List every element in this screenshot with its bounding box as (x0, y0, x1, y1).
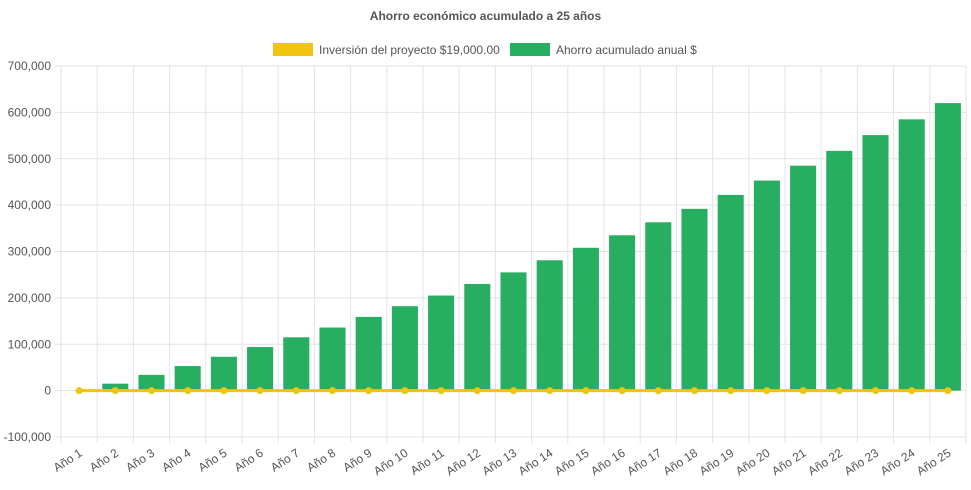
y-tick-label: 300,000 (8, 245, 52, 259)
line-point (256, 387, 264, 395)
x-tick-label: Año 6 (232, 446, 266, 475)
line-series (75, 387, 952, 395)
x-tick-label: Año 19 (697, 446, 737, 479)
bar (790, 165, 817, 391)
chart-grid (55, 65, 967, 443)
line-point (691, 387, 698, 395)
x-tick-label: Año 21 (769, 446, 809, 479)
x-tick-label: Año 18 (661, 446, 701, 479)
line-point (835, 387, 843, 395)
y-tick-label: 600,000 (8, 105, 52, 119)
y-tick-label: 400,000 (8, 198, 52, 212)
line-point (365, 387, 373, 395)
line-point (111, 387, 119, 395)
line-point (220, 387, 228, 395)
bar (753, 180, 780, 391)
line-point (75, 387, 83, 395)
y-tick-label: 100,000 (8, 337, 52, 351)
x-tick-label: Año 3 (123, 446, 157, 475)
line-point (654, 387, 662, 395)
line-point (329, 387, 336, 395)
line-point (292, 387, 300, 395)
line-point (944, 387, 952, 395)
bar (464, 283, 491, 391)
x-tick-label: Año 13 (480, 446, 520, 479)
line-point (546, 387, 554, 395)
legend-label: Ahorro acumulado anual $ (556, 43, 697, 57)
bar (645, 222, 672, 391)
y-tick-label: 200,000 (8, 291, 52, 305)
x-tick-label: Año 15 (552, 446, 592, 479)
line-point (510, 387, 517, 395)
x-tick-label: Año 9 (340, 446, 374, 475)
x-tick-label: Año 5 (196, 446, 230, 475)
x-tick-label: Año 16 (588, 446, 628, 479)
y-tick-label: -100,000 (4, 430, 52, 444)
x-tick-label: Año 24 (878, 446, 918, 479)
legend-swatch (273, 43, 313, 56)
chart-legend: Inversión del proyecto $19,000.00 Ahorro … (273, 43, 697, 57)
x-tick-label: Año 8 (304, 446, 338, 475)
y-tick-label: 700,000 (8, 59, 52, 73)
bar (355, 316, 382, 391)
x-axis: Año 1 Año 2 Año 3 Año 4 Año 5 Año 6 Año 7 Año 8… (51, 446, 954, 479)
line-point (799, 387, 807, 395)
bar (717, 194, 744, 391)
line-point (401, 387, 409, 395)
bar (826, 150, 853, 391)
line-point (437, 387, 445, 395)
y-axis: 700,000 600,000 500,000 400,000 300,000 200,0… (4, 59, 52, 444)
x-tick-label: Año 2 (87, 446, 121, 475)
x-tick-label: Año 14 (516, 446, 556, 479)
bar (898, 119, 925, 391)
bar (428, 295, 455, 391)
bar (681, 208, 708, 391)
bar (138, 374, 165, 391)
bar (862, 135, 889, 391)
chart-title: Ahorro económico acumulado a 25 años (370, 9, 602, 23)
x-tick-label: Año 20 (733, 446, 773, 479)
y-tick-label: 500,000 (8, 152, 52, 166)
bar (283, 337, 310, 391)
bar (319, 327, 346, 391)
bar (609, 235, 636, 391)
line-point (872, 387, 879, 395)
line-point (148, 387, 155, 395)
bar (536, 260, 563, 391)
line-point (473, 387, 481, 395)
bar (500, 272, 527, 391)
bar-series (102, 103, 961, 391)
x-tick-label: Año 1 (51, 446, 85, 475)
x-tick-label: Año 23 (842, 446, 882, 479)
bar (934, 103, 961, 391)
x-tick-label: Año 7 (268, 446, 302, 475)
line-point (727, 387, 735, 395)
x-tick-label: Año 12 (443, 446, 483, 479)
x-tick-label: Año 11 (408, 446, 447, 478)
bar (572, 247, 599, 391)
line-point (908, 387, 916, 395)
bar (247, 347, 274, 391)
line-point (618, 387, 626, 395)
x-tick-label: Año 17 (624, 446, 664, 479)
bar (391, 306, 418, 391)
x-tick-label: Año 25 (914, 446, 954, 479)
x-tick-label: Año 22 (805, 446, 845, 479)
line-point (582, 387, 590, 395)
line-point (184, 387, 192, 395)
bar (210, 356, 237, 391)
x-tick-label: Año 4 (159, 446, 193, 475)
y-tick-label: 0 (44, 384, 51, 398)
line-point (763, 387, 771, 395)
x-tick-label: Año 10 (371, 446, 411, 479)
legend-swatch (510, 43, 550, 56)
legend-label: Inversión del proyecto $19,000.00 (319, 43, 500, 57)
bar (174, 366, 201, 391)
